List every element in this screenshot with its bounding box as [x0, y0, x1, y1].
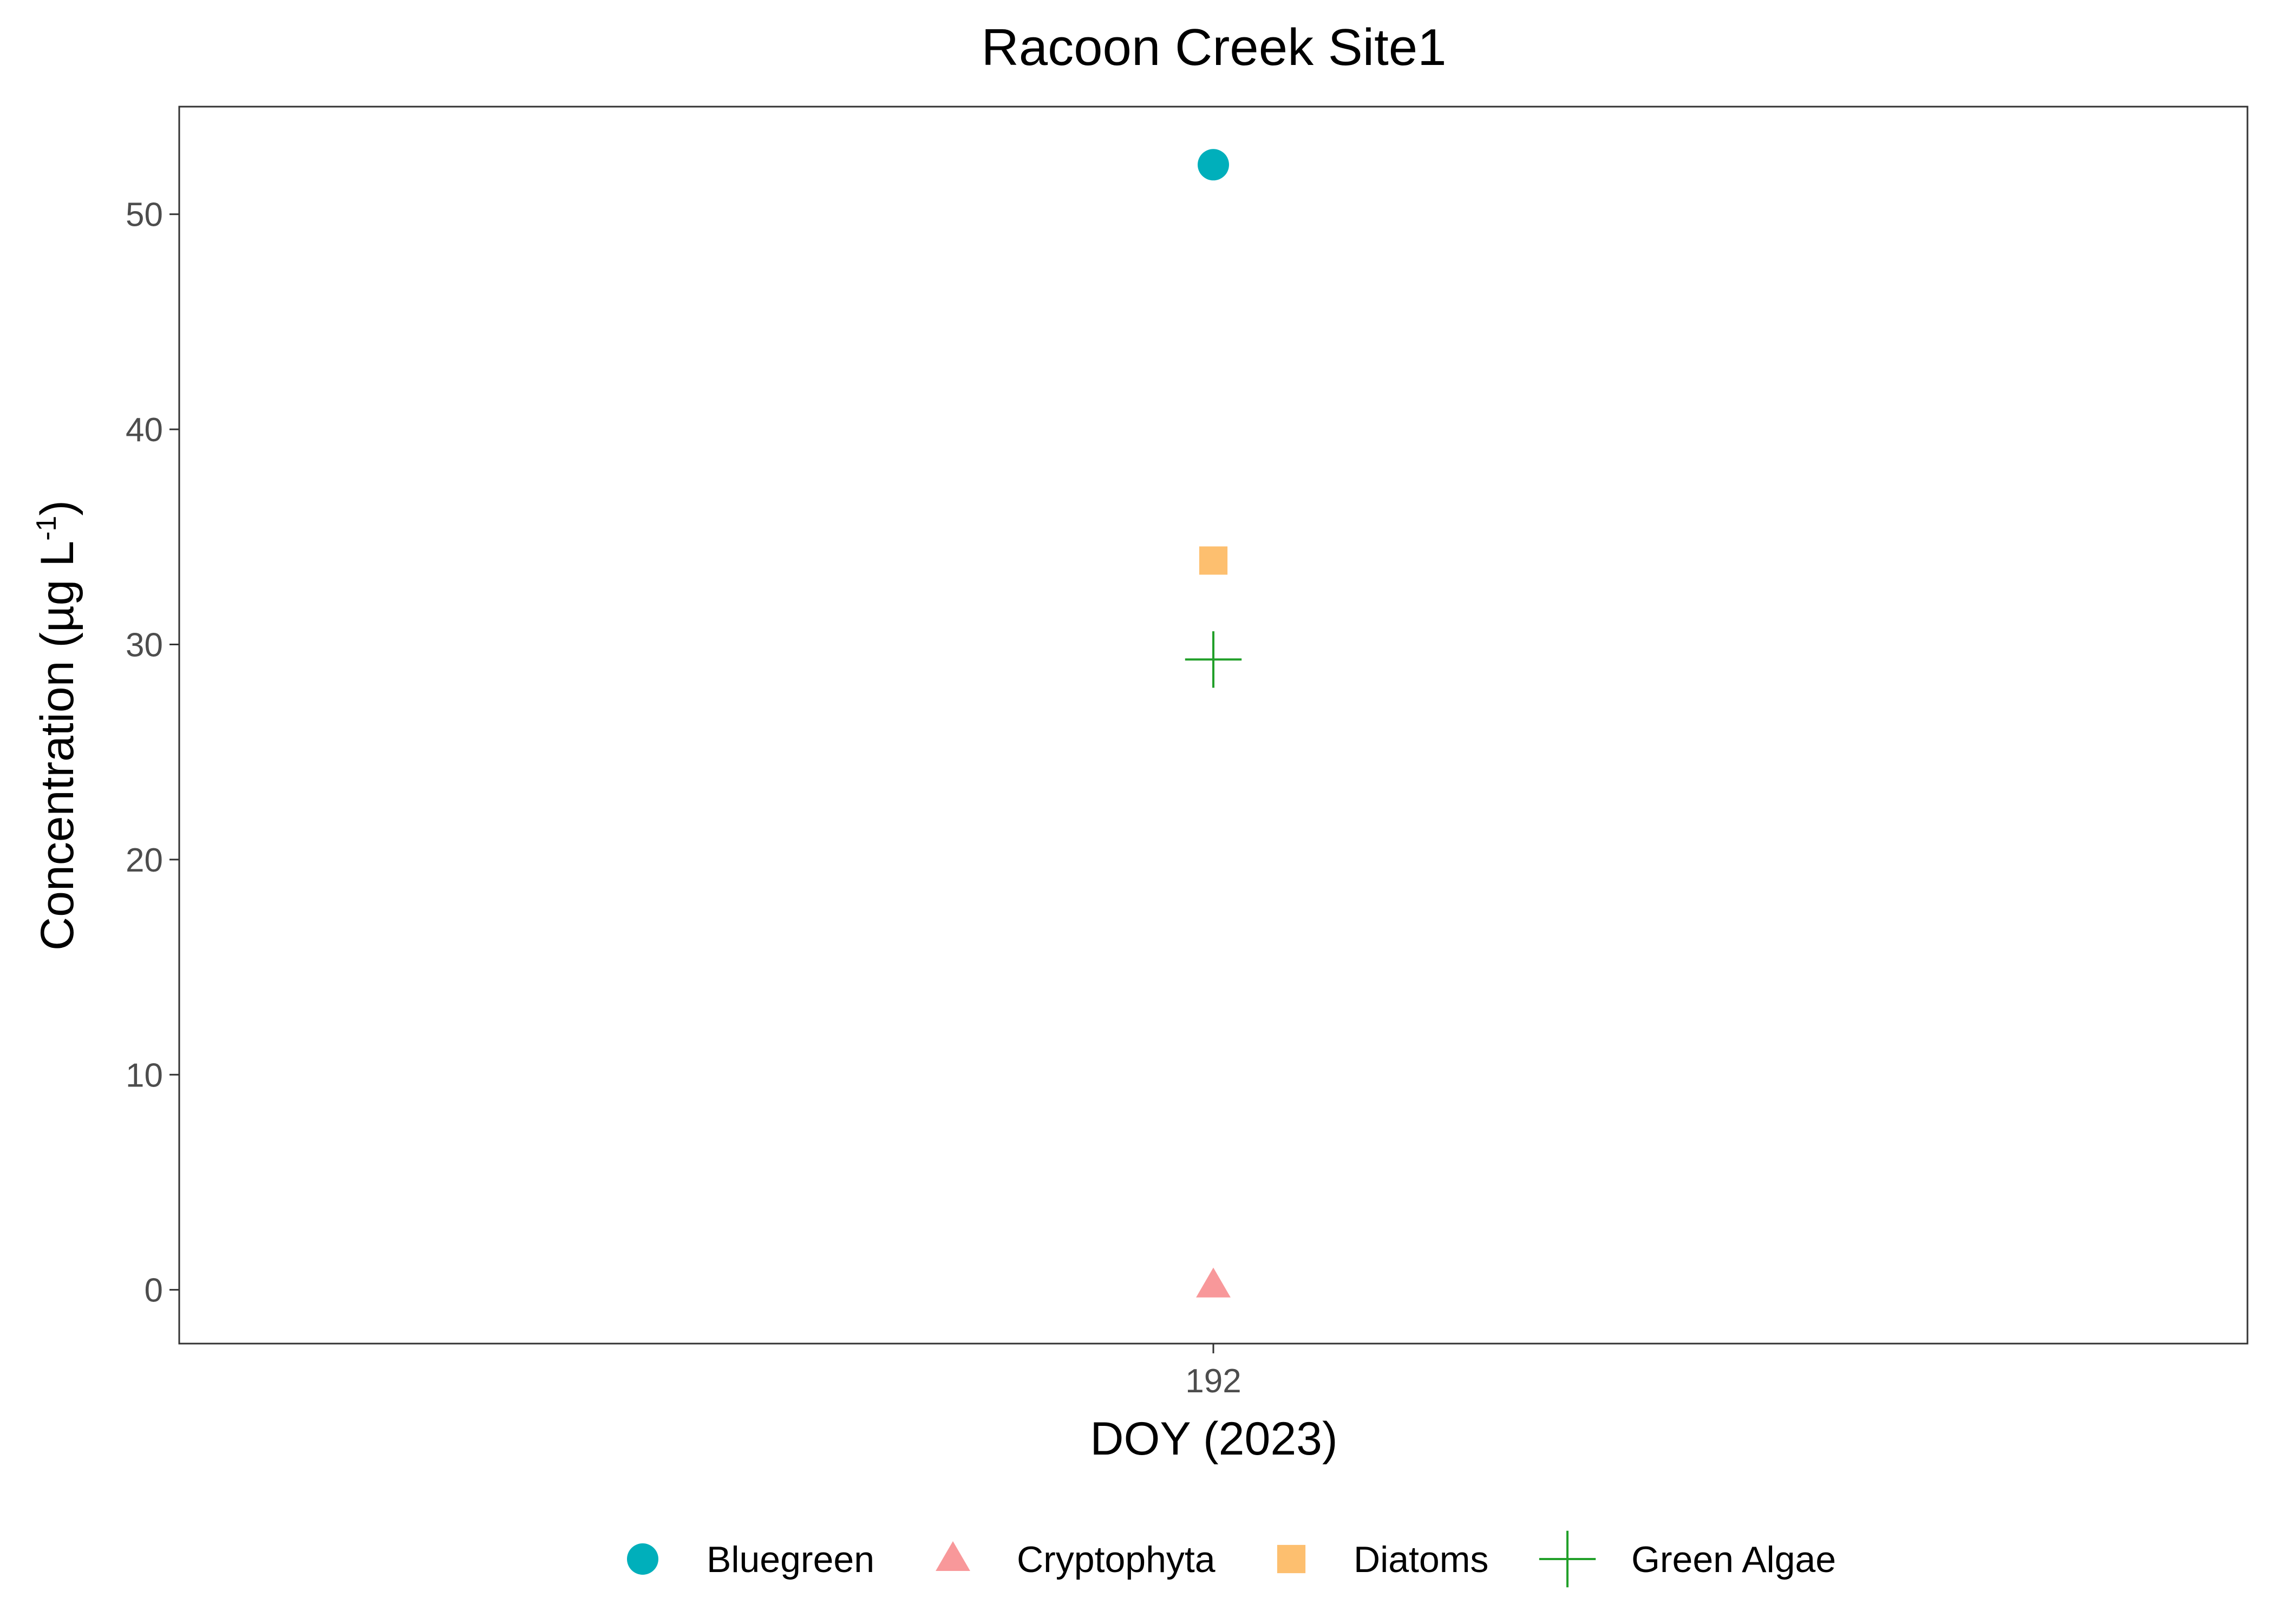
legend-label-bluegreen: Bluegreen	[707, 1539, 874, 1580]
legend-label-green-algae: Green Algae	[1631, 1539, 1836, 1580]
y-axis-title-close: )	[31, 500, 83, 516]
chart-title: Racoon Creek Site1	[981, 18, 1446, 76]
y-axis-ticks: 0 10 20 30 40 50	[126, 197, 179, 1309]
point-bluegreen	[1198, 149, 1229, 181]
point-diatoms	[1199, 546, 1228, 575]
y-axis-title-main: Concentration (µg L	[31, 541, 83, 951]
legend-key-cryptophyta	[936, 1541, 970, 1571]
y-tick-label: 0	[145, 1272, 163, 1309]
y-tick-label: 30	[126, 626, 163, 664]
y-axis-title: Concentration (µg L-1)	[31, 500, 83, 951]
y-tick-label: 20	[126, 842, 163, 879]
y-tick-label: 40	[126, 411, 163, 449]
point-cryptophyta	[1196, 1267, 1231, 1298]
legend-key-green-algae	[1539, 1530, 1596, 1588]
y-tick-label: 10	[126, 1057, 163, 1094]
x-tick-label: 192	[1185, 1363, 1241, 1400]
data-points	[1185, 149, 1242, 1298]
legend-key-bluegreen	[627, 1543, 658, 1575]
legend: Bluegreen Cryptophyta Diatoms Green Algae	[627, 1530, 1836, 1588]
y-tick-label: 50	[126, 197, 163, 234]
legend-key-diatoms	[1277, 1544, 1306, 1574]
legend-label-diatoms: Diatoms	[1354, 1539, 1488, 1580]
y-axis-title-superscript: -1	[31, 516, 62, 541]
point-green-algae	[1185, 631, 1242, 688]
legend-label-cryptophyta: Cryptophyta	[1017, 1539, 1216, 1580]
x-axis-ticks: 192	[1185, 1344, 1241, 1400]
x-axis-title: DOY (2023)	[1090, 1413, 1337, 1465]
